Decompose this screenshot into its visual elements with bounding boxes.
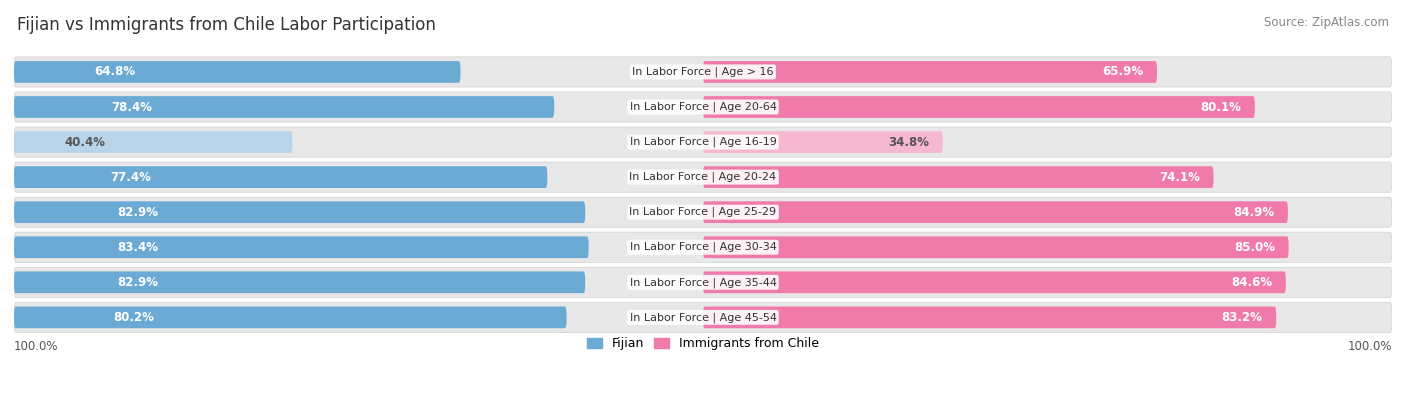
FancyBboxPatch shape (703, 201, 1288, 223)
Text: 78.4%: 78.4% (111, 100, 152, 113)
Text: 34.8%: 34.8% (889, 135, 929, 149)
Text: 64.8%: 64.8% (94, 66, 135, 79)
Text: In Labor Force | Age > 16: In Labor Force | Age > 16 (633, 67, 773, 77)
Legend: Fijian, Immigrants from Chile: Fijian, Immigrants from Chile (582, 332, 824, 355)
Text: In Labor Force | Age 20-24: In Labor Force | Age 20-24 (630, 172, 776, 182)
Text: In Labor Force | Age 20-64: In Labor Force | Age 20-64 (630, 102, 776, 112)
Text: 80.1%: 80.1% (1201, 100, 1241, 113)
FancyBboxPatch shape (14, 166, 547, 188)
Text: 40.4%: 40.4% (65, 135, 105, 149)
Text: In Labor Force | Age 45-54: In Labor Force | Age 45-54 (630, 312, 776, 323)
Text: 84.9%: 84.9% (1233, 206, 1274, 219)
FancyBboxPatch shape (703, 236, 1289, 258)
FancyBboxPatch shape (14, 131, 292, 153)
Text: 100.0%: 100.0% (14, 340, 59, 353)
FancyBboxPatch shape (14, 271, 585, 293)
Text: Source: ZipAtlas.com: Source: ZipAtlas.com (1264, 16, 1389, 29)
FancyBboxPatch shape (14, 302, 1392, 333)
FancyBboxPatch shape (703, 271, 1286, 293)
FancyBboxPatch shape (14, 232, 1392, 262)
FancyBboxPatch shape (14, 57, 1392, 87)
Text: 82.9%: 82.9% (117, 276, 157, 289)
FancyBboxPatch shape (703, 131, 943, 153)
FancyBboxPatch shape (703, 166, 1213, 188)
Text: 85.0%: 85.0% (1234, 241, 1275, 254)
Text: 65.9%: 65.9% (1102, 66, 1143, 79)
FancyBboxPatch shape (14, 127, 1392, 157)
Text: In Labor Force | Age 16-19: In Labor Force | Age 16-19 (630, 137, 776, 147)
FancyBboxPatch shape (703, 307, 1277, 328)
FancyBboxPatch shape (14, 267, 1392, 297)
FancyBboxPatch shape (703, 96, 1254, 118)
Text: 100.0%: 100.0% (1347, 340, 1392, 353)
FancyBboxPatch shape (703, 61, 1157, 83)
FancyBboxPatch shape (14, 92, 1392, 122)
FancyBboxPatch shape (14, 61, 461, 83)
Text: 83.2%: 83.2% (1222, 311, 1263, 324)
Text: Fijian vs Immigrants from Chile Labor Participation: Fijian vs Immigrants from Chile Labor Pa… (17, 16, 436, 34)
Text: 80.2%: 80.2% (114, 311, 155, 324)
FancyBboxPatch shape (14, 96, 554, 118)
Text: 84.6%: 84.6% (1230, 276, 1272, 289)
FancyBboxPatch shape (14, 307, 567, 328)
Text: 83.4%: 83.4% (118, 241, 159, 254)
Text: In Labor Force | Age 30-34: In Labor Force | Age 30-34 (630, 242, 776, 252)
Text: 74.1%: 74.1% (1159, 171, 1199, 184)
Text: 82.9%: 82.9% (117, 206, 157, 219)
FancyBboxPatch shape (14, 236, 589, 258)
FancyBboxPatch shape (14, 201, 585, 223)
Text: In Labor Force | Age 25-29: In Labor Force | Age 25-29 (630, 207, 776, 217)
FancyBboxPatch shape (14, 162, 1392, 192)
FancyBboxPatch shape (14, 197, 1392, 227)
Text: 77.4%: 77.4% (110, 171, 150, 184)
Text: In Labor Force | Age 35-44: In Labor Force | Age 35-44 (630, 277, 776, 288)
